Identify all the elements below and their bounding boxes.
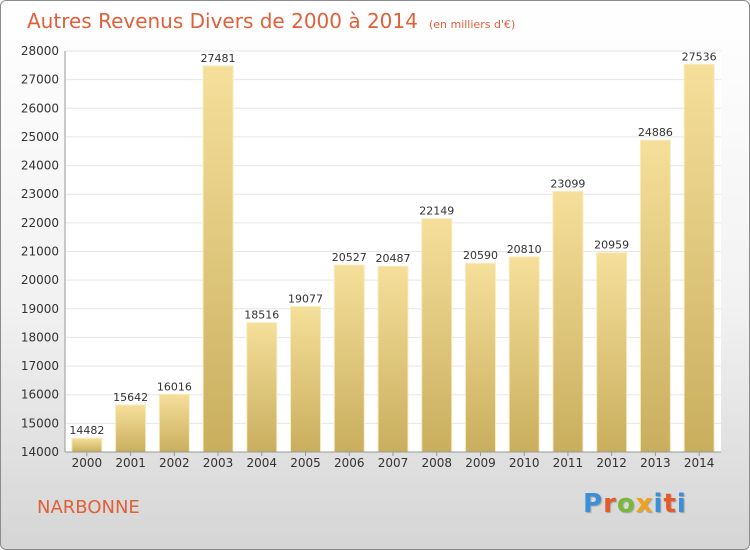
data-labels: 14482 15642 16016 27481 18516 19077 20527 20487… xyxy=(69,50,716,437)
x-tick-label: 2002 xyxy=(159,456,190,470)
x-tick-label: 2008 xyxy=(421,456,452,470)
x-tick-label: 2007 xyxy=(378,456,409,470)
title-row: Autres Revenus Divers de 2000 à 2014 (en… xyxy=(27,9,515,33)
bar-value-label: 14482 xyxy=(69,424,104,437)
x-tick-label: 2011 xyxy=(553,456,584,470)
y-tick-label: 15000 xyxy=(21,416,59,430)
x-tick-label: 2006 xyxy=(334,456,365,470)
bars xyxy=(71,63,715,453)
x-tick-label: 2014 xyxy=(684,456,715,470)
y-tick-label: 20000 xyxy=(21,273,59,287)
x-tick-label: 2001 xyxy=(115,456,146,470)
bar xyxy=(158,393,190,453)
bar xyxy=(115,404,147,453)
y-tick-label: 16000 xyxy=(21,388,59,402)
bar-value-label: 20959 xyxy=(594,239,629,252)
x-tick-label: 2005 xyxy=(290,456,321,470)
bar xyxy=(639,139,671,453)
bar-value-label: 27536 xyxy=(682,50,717,63)
proxiti-logo[interactable]: Proxiti xyxy=(583,489,687,519)
logo-letter: i xyxy=(676,489,687,519)
logo-letter: r xyxy=(603,489,617,519)
bar-value-label: 19077 xyxy=(288,293,323,306)
bar xyxy=(683,63,715,453)
bar-value-label: 18516 xyxy=(244,309,279,322)
city-name: NARBONNE xyxy=(37,497,140,518)
y-tick-label: 28000 xyxy=(21,44,59,58)
bar-value-label: 22149 xyxy=(419,205,454,218)
axes: 14000 15000 16000 17000 18000 19000 20000 21000… xyxy=(21,44,721,470)
bar-value-label: 20527 xyxy=(332,251,367,264)
bar xyxy=(290,306,322,453)
bar xyxy=(246,322,278,453)
chart-title: Autres Revenus Divers de 2000 à 2014 xyxy=(27,9,418,33)
x-tick-label: 2013 xyxy=(640,456,671,470)
x-tick-label: 2010 xyxy=(509,456,540,470)
y-tick-label: 26000 xyxy=(21,101,59,115)
y-tick-label: 18000 xyxy=(21,330,59,344)
y-tick-label: 21000 xyxy=(21,245,59,259)
y-tick-label: 22000 xyxy=(21,216,59,230)
bar xyxy=(508,256,540,453)
y-tick-label: 25000 xyxy=(21,130,59,144)
bar-value-label: 20590 xyxy=(463,249,498,262)
bar xyxy=(377,265,409,453)
bar-value-label: 27481 xyxy=(201,52,236,65)
y-tick-label: 14000 xyxy=(21,445,59,459)
x-tick-label: 2003 xyxy=(203,456,234,470)
bar xyxy=(596,252,628,453)
logo-letter: t xyxy=(663,489,677,519)
bar xyxy=(202,65,234,453)
bar-value-label: 16016 xyxy=(157,380,192,393)
y-tick-label: 19000 xyxy=(21,302,59,316)
bar-value-label: 20487 xyxy=(376,252,411,265)
bar-value-label: 23099 xyxy=(550,177,585,190)
logo-letter: P xyxy=(583,489,604,519)
x-tick-label: 2009 xyxy=(465,456,496,470)
bar-value-label: 15642 xyxy=(113,391,148,404)
logo-letter: o xyxy=(616,489,636,519)
bar-value-label: 24886 xyxy=(638,126,673,139)
bar-value-label: 20810 xyxy=(507,243,542,256)
x-tick-label: 2000 xyxy=(72,456,103,470)
y-tick-label: 24000 xyxy=(21,159,59,173)
logo-letter: x xyxy=(635,489,654,519)
x-tick-label: 2004 xyxy=(247,456,278,470)
y-tick-label: 27000 xyxy=(21,73,59,87)
y-tick-label: 17000 xyxy=(21,359,59,373)
y-tick-label: 23000 xyxy=(21,187,59,201)
x-tick-label: 2012 xyxy=(596,456,627,470)
bar xyxy=(464,262,496,453)
bar xyxy=(71,437,103,453)
chart-subtitle: (en milliers d'€) xyxy=(428,18,516,31)
bar xyxy=(333,264,365,453)
logo-letter: i xyxy=(653,489,664,519)
bar xyxy=(421,218,453,453)
bar xyxy=(552,190,584,453)
